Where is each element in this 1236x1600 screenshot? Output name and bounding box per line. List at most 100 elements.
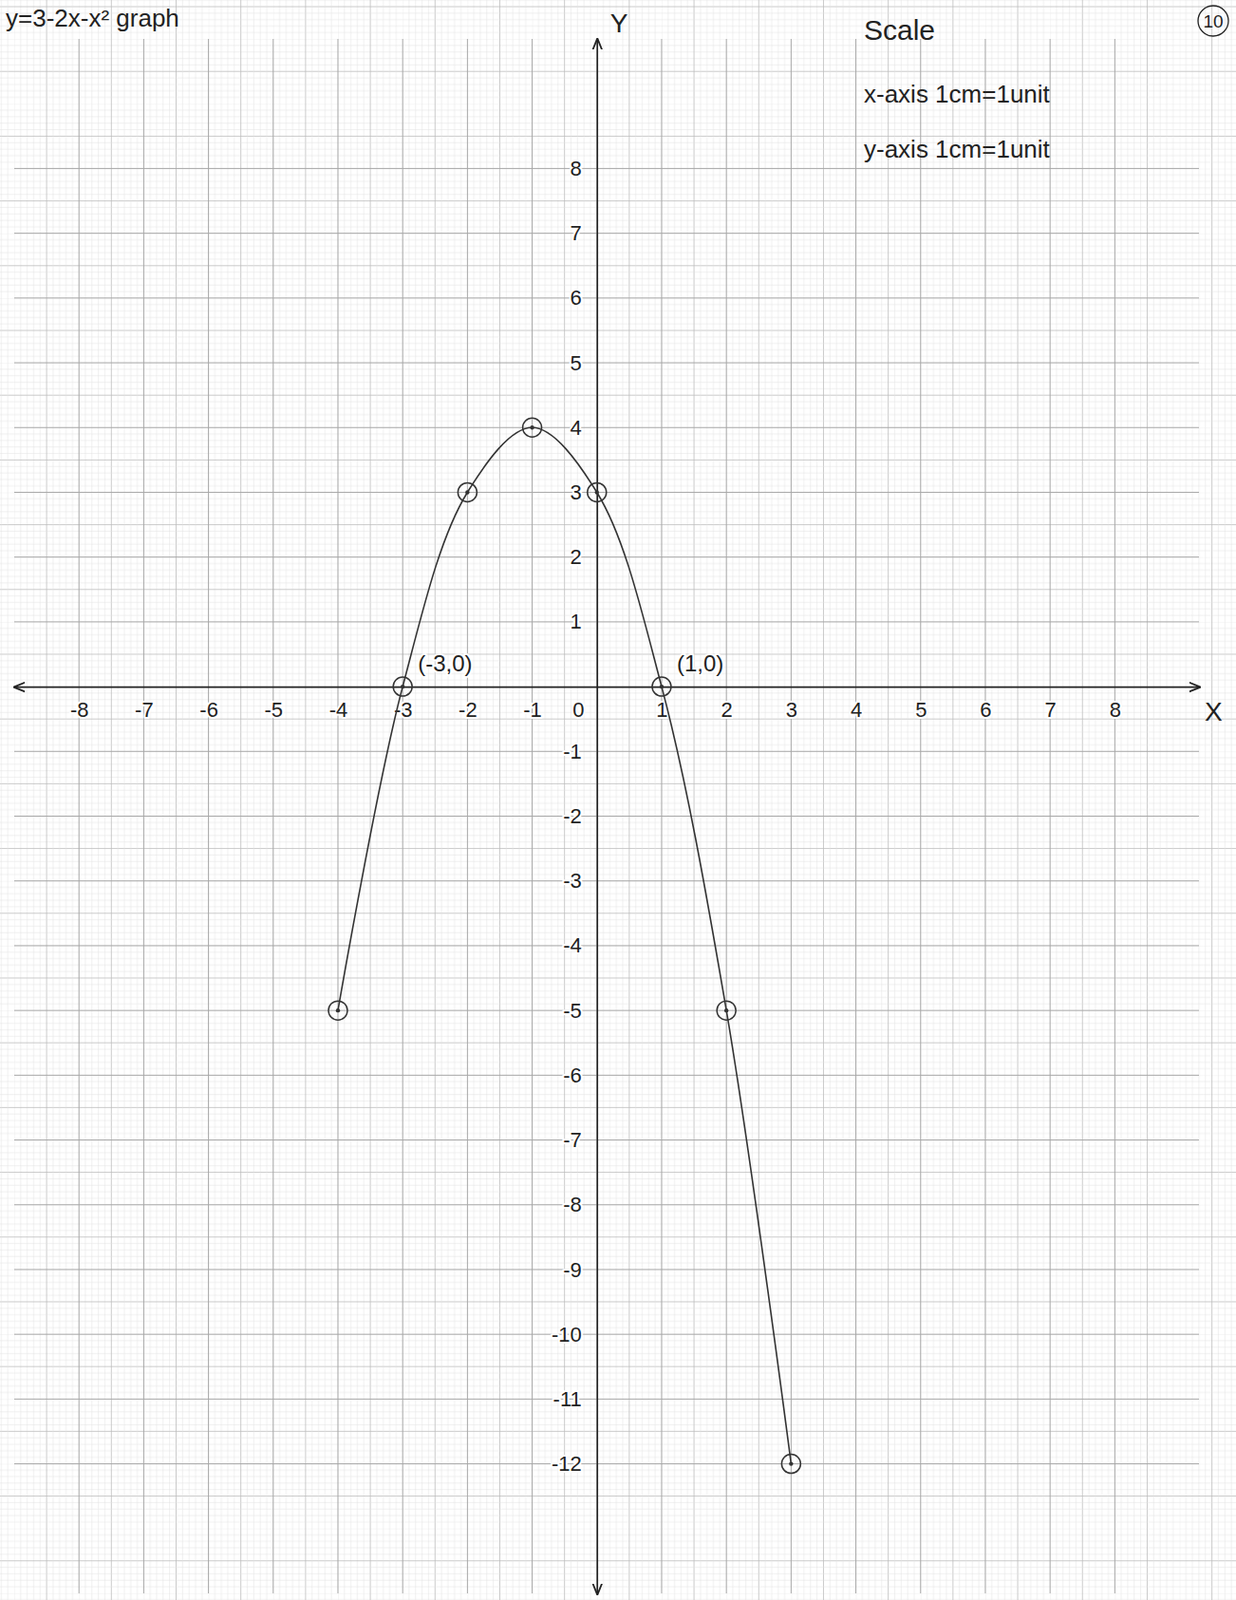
point-dot (400, 684, 405, 689)
point-dot (788, 1460, 793, 1465)
x-axis-line (15, 686, 1200, 689)
x-tick-label: 2 (721, 697, 733, 722)
x-tick-label: 8 (1109, 697, 1122, 722)
y-tick: -2 (562, 804, 582, 828)
x-tick-label: 3 (786, 697, 798, 722)
plot-area (328, 417, 801, 1473)
grid-line (14, 1139, 1199, 1141)
point-ring (781, 1454, 801, 1474)
y-tick: -12 (551, 1451, 582, 1476)
x-tick-label: -1 (523, 697, 543, 722)
annotation: (-3,0) (417, 650, 472, 676)
x-tick: -5 (264, 697, 284, 722)
y-tick-label: -2 (562, 804, 582, 828)
grid-line (14, 815, 1199, 817)
y-tick-label: -12 (551, 1451, 582, 1476)
scale-note: x-axis 1cm=1unit (863, 79, 1051, 109)
y-tick-label: -9 (562, 1256, 582, 1281)
x-tick-label: 4 (850, 697, 862, 722)
y-tick-label: 3 (570, 480, 582, 505)
x-tick-label: 7 (1045, 697, 1057, 722)
x-tick: -6 (199, 697, 219, 722)
grid-line (14, 556, 1199, 558)
point-ring (328, 1000, 348, 1020)
grid-line (14, 1462, 1199, 1464)
y-tick-label: -11 (553, 1386, 582, 1411)
y-tick-label: 6 (570, 285, 582, 310)
y-tick-label: -4 (562, 933, 582, 957)
y-tick: -8 (562, 1192, 582, 1217)
point-dot (724, 1008, 729, 1012)
point (781, 1454, 801, 1474)
graph-page: -8-7-6-5-4-3-2-1012345678-12-11-10-9-8-7… (0, 0, 1236, 1600)
x-axis: -8-7-6-5-4-3-2-1012345678 (15, 687, 1200, 722)
y-tick-label: 2 (570, 544, 582, 569)
y-axis-line (596, 39, 599, 1594)
point-ring (587, 482, 607, 502)
point-dot (529, 425, 534, 430)
page-number-text: 10 (1202, 11, 1223, 32)
grid-line (14, 1268, 1199, 1270)
y-tick: -4 (562, 933, 582, 957)
y-tick-label: 8 (570, 156, 582, 181)
x-tick-label: -8 (70, 697, 90, 722)
y-tick: 2 (570, 544, 582, 569)
point-dot (595, 489, 600, 494)
y-tick: 5 (570, 351, 582, 375)
grid-line (14, 1398, 1199, 1400)
x-tick: 4 (850, 697, 862, 722)
grid-line (14, 944, 1199, 946)
y-tick: 7 (570, 221, 582, 245)
grid-line (14, 880, 1199, 881)
x-tick: 2 (721, 697, 733, 722)
grid-line (14, 427, 1199, 429)
point-ring (716, 1000, 736, 1020)
y-tick-label: -1 (562, 739, 582, 764)
grid-line (14, 1074, 1199, 1076)
grid-line (14, 297, 1199, 299)
point-ring (652, 676, 672, 696)
point-dot (659, 684, 664, 689)
y-tick-label: -10 (551, 1322, 582, 1347)
grid-line (14, 362, 1199, 364)
graph-paper (0, 0, 1236, 1600)
scale-note: y-axis 1cm=1unit (863, 134, 1051, 164)
y-tick-label: -7 (562, 1127, 582, 1152)
point (523, 417, 543, 437)
x-tick: 8 (1109, 697, 1122, 722)
y-tick-label: -3 (562, 868, 582, 893)
page-number-ring (1198, 5, 1229, 37)
x-tick-label: -6 (199, 697, 219, 722)
point (587, 482, 607, 502)
page-number: 10 (1198, 5, 1229, 37)
grid-line (14, 1010, 1199, 1012)
grid-line (14, 620, 1199, 622)
point-dot (336, 1008, 340, 1012)
y-tick: 3 (570, 480, 582, 505)
y-tick: -9 (562, 1256, 582, 1281)
point-ring (457, 482, 477, 502)
point (716, 1000, 736, 1020)
x-tick-label: 0 (572, 697, 584, 722)
y-tick: 6 (570, 285, 582, 310)
x-tick: -8 (70, 697, 90, 722)
y-tick: -3 (562, 868, 582, 893)
y-tick: -5 (562, 998, 582, 1023)
x-tick: -4 (329, 697, 349, 722)
y-tick: -6 (562, 1063, 582, 1087)
y-tick: 4 (570, 415, 582, 440)
point-dot (465, 489, 469, 494)
x-tick-label: -4 (329, 697, 349, 722)
y-axis: -12-11-10-9-8-7-6-5-4-3-2-112345678 (551, 39, 598, 1594)
point-ring (393, 676, 412, 696)
x-tick-label: -2 (458, 697, 478, 722)
y-tick-label: -5 (562, 998, 582, 1023)
grid-line (14, 1333, 1199, 1335)
x-tick-label: -5 (264, 697, 284, 722)
grid-line (14, 168, 1199, 169)
x-tick-label: 5 (915, 697, 927, 722)
scale-note: Scale (863, 14, 936, 46)
x-tick: 3 (786, 697, 798, 722)
x-tick: -7 (134, 697, 154, 722)
annotation: (1,0) (676, 650, 724, 676)
